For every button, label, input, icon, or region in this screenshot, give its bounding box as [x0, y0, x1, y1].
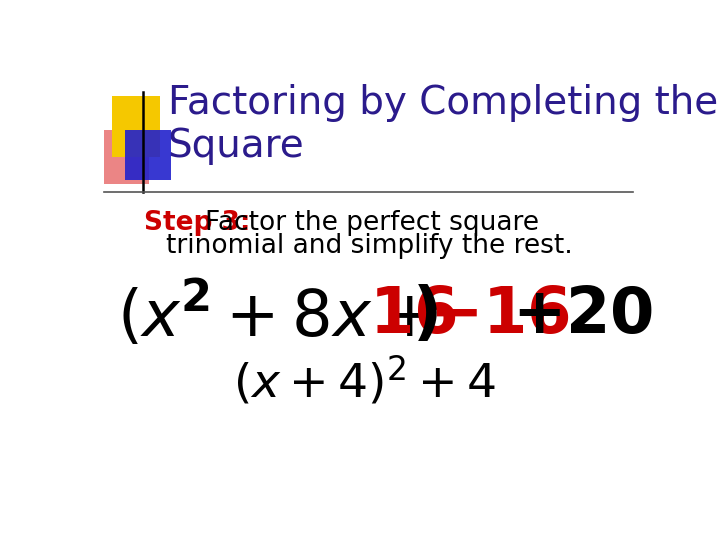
Text: $(\mathbf{\mathit{x}}^{\mathbf{2}}+8\mathbf{\mathit{x}}+$: $(\mathbf{\mathit{x}}^{\mathbf{2}}+8\mat… — [117, 280, 431, 350]
Text: $\mathbf{-16}$: $\mathbf{-16}$ — [429, 284, 570, 346]
Text: Factor the perfect square: Factor the perfect square — [204, 210, 539, 235]
Text: $\mathbf{16}$: $\mathbf{16}$ — [369, 284, 456, 346]
Text: trinomial and simplify the rest.: trinomial and simplify the rest. — [166, 233, 572, 259]
Bar — [125, 130, 171, 180]
Text: Square: Square — [168, 127, 305, 165]
Text: $\mathbf{+20}$: $\mathbf{+20}$ — [513, 284, 654, 346]
Text: $\mathbf{)}$: $\mathbf{)}$ — [412, 284, 437, 346]
Text: $(x + 4)^2 + 4$: $(x + 4)^2 + 4$ — [233, 354, 496, 407]
Bar — [104, 130, 149, 184]
Text: Step 3:: Step 3: — [144, 210, 251, 235]
Text: Factoring by Completing the: Factoring by Completing the — [168, 84, 718, 122]
Bar — [112, 96, 160, 157]
